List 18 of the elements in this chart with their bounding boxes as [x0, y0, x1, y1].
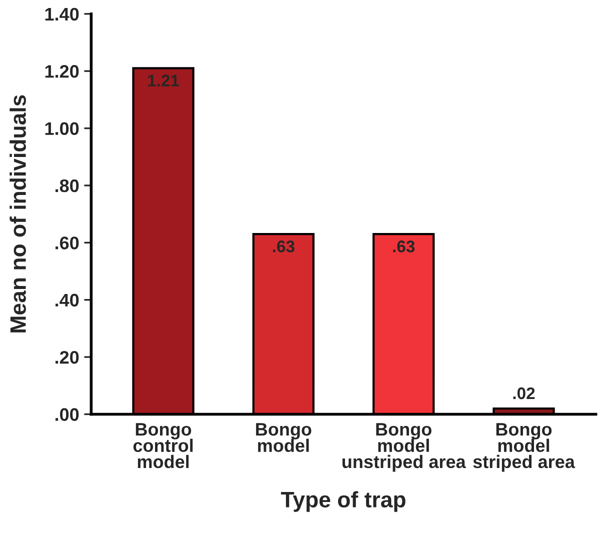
data-label: .02: [513, 387, 535, 400]
y-tick-label: .40: [56, 294, 79, 307]
x-tick-label: Bongo model unstriped area: [342, 423, 466, 472]
y-tick-label: 1.00: [45, 122, 79, 135]
data-label: .63: [272, 240, 294, 252]
y-tick-label: .60: [56, 236, 79, 250]
x-axis-title: Type of trap: [281, 491, 406, 512]
data-label: .63: [393, 240, 415, 252]
data-label: 1.21: [148, 74, 180, 86]
y-tick-label: .00: [56, 408, 79, 421]
x-tick-label: Bongo control model: [133, 423, 193, 468]
y-axis-title: Mean no of individuals: [10, 95, 26, 332]
y-tick-label: 1.40: [45, 8, 79, 21]
x-tick-label: Bongo model: [256, 423, 312, 452]
y-tick-label: .20: [56, 350, 79, 364]
x-tick-label: Bongo model striped area: [473, 423, 576, 472]
y-tick-label: .80: [56, 179, 79, 192]
y-tick-label: 1.20: [45, 65, 79, 78]
